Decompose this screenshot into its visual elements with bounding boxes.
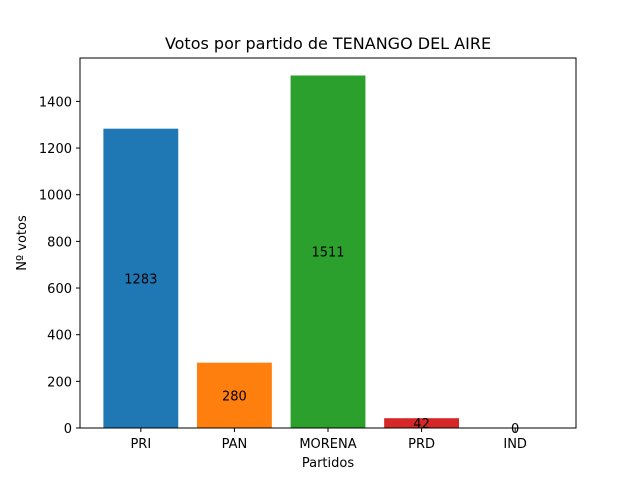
y-tick-label: 1000 [39,189,72,204]
x-tick-label: MORENA [299,437,356,452]
y-tick-label: 800 [47,235,72,250]
y-tick-label: 200 [47,375,72,390]
x-axis-label: Partidos [302,456,354,471]
y-tick-label: 400 [47,329,72,344]
x-tick-label: PRI [130,437,151,452]
x-tick-label: PRD [408,437,435,452]
bar-pri [103,128,179,429]
y-axis-label: Nº votos [15,215,30,271]
x-tick-label: IND [503,437,527,452]
bar-value-label: 280 [222,389,247,404]
y-tick-label: 0 [64,422,72,437]
plot-frame [79,57,577,429]
y-tick-label: 600 [47,282,72,297]
bar-prd [384,418,460,428]
bar-pan [196,362,272,428]
bar-value-label: 1283 [124,272,157,287]
bar-morena [290,75,366,428]
chart-title: Votos por partido de TENANGO DEL AIRE [165,34,491,53]
x-tick-label: PAN [222,437,248,452]
bar-value-label: 1511 [311,246,344,261]
y-tick-label: 1400 [39,95,72,110]
y-tick-label: 1200 [39,142,72,157]
